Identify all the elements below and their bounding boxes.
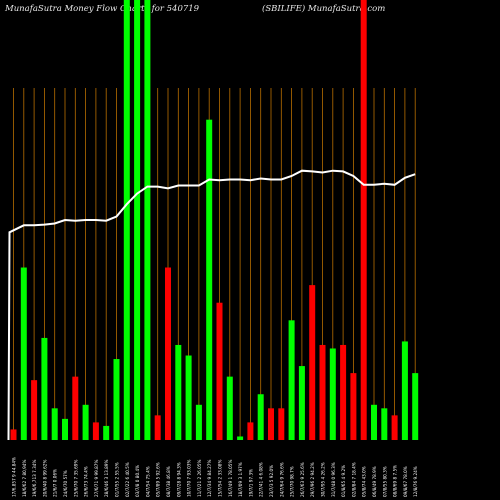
bar-green (195, 404, 202, 440)
x-axis-label: 01/8/65 4 9.2% (341, 465, 346, 497)
bar-red (216, 302, 223, 440)
x-axis-label: 12/7/34 9 84.27% (207, 460, 212, 497)
x-axis-label: 31/7/48 0 96.3% (331, 462, 336, 497)
x-axis-label: 09/7/28 8 94.3% (176, 462, 181, 497)
bar-green (329, 348, 336, 440)
x-axis-label: 26/7/63 9 25.6% (300, 462, 305, 497)
x-axis-label: 25/7/70 98.7% (290, 466, 295, 497)
chart-title-right: (SBILIFE) MunafaSutra.com (262, 4, 386, 14)
x-axis-label: 16/7/49 1 78.05% (228, 460, 233, 497)
x-axis-label: 18/6/62 7 80,94% (22, 460, 27, 497)
x-axis-label: 18/7/09 3 1.97% (238, 462, 243, 497)
x-axis-label: 22/7/41 4 6.08% (259, 462, 264, 497)
x-axis-label: 25/6/70 7 35.69% (73, 460, 78, 497)
bar-red (319, 344, 326, 440)
line-series (7, 169, 416, 441)
x-axis-label: 01/7/55 2 55.5% (115, 462, 120, 497)
bar-green (175, 344, 182, 440)
bar-red (268, 408, 274, 440)
bar-green (51, 408, 58, 440)
bar-red (309, 285, 316, 440)
x-axis-label: 24/7/64 9 76.6% (279, 462, 284, 497)
x-axis-label: 04/7/54 75.4% (145, 466, 150, 497)
x-axis-label: 29/7/96 2 94.2% (310, 462, 315, 497)
bar-green (62, 418, 68, 440)
chart-title-left: MunafaSutra Money Flow Charts for 540719 (5, 4, 200, 14)
bar-green (298, 366, 305, 440)
bar-green (20, 267, 27, 440)
bar-red (92, 422, 99, 440)
bar-green (381, 408, 388, 440)
bar-red (360, 0, 367, 440)
bar-red (340, 344, 347, 440)
x-axis-label: 07/8/55 80.3% (382, 466, 387, 497)
x-axis-label: 19/7/1 97.3% (248, 469, 253, 497)
bar-red (391, 415, 398, 440)
x-axis-label: 08/8/69 8 7.5% (393, 465, 398, 497)
bar-green (41, 337, 48, 440)
bar-green (412, 373, 419, 440)
bar-red (278, 408, 285, 440)
bar-green (134, 0, 141, 440)
x-axis-label: 21/6/7 0.06% (53, 469, 58, 497)
bar-red (72, 376, 79, 440)
x-axis-label: 02/8/84 7 18.4% (351, 462, 356, 497)
x-axis-label: 10/7/70 7 93.03% (187, 460, 192, 497)
bar-red (10, 429, 17, 440)
x-axis-label: 03/7/8 0 80.4% (135, 465, 140, 497)
bar-green (185, 355, 192, 440)
x-axis-label: 05/8/74 43.0% (362, 466, 367, 497)
bar-red (154, 415, 161, 440)
bar-series (10, 0, 419, 441)
bar-green (371, 404, 377, 440)
bar-red (247, 422, 254, 440)
bar-green (288, 320, 295, 440)
bar-green (206, 119, 213, 441)
x-axis-label: 15/7/54 2 33.08% (218, 460, 223, 497)
x-axis-label: 09/8/67 78.0% (403, 466, 408, 497)
x-axis-label: 05/7/89 5 92.6% (156, 462, 161, 497)
bar-green (113, 359, 120, 440)
x-axis-label: 20/6/40 8 99.62% (42, 460, 47, 497)
bar-green (123, 0, 130, 440)
x-axis-label: 02/7/22 6 40.5% (125, 462, 130, 497)
x-axis-label: 30/7/95 4 26.2% (321, 462, 326, 497)
x-axis-label: 23/7/3 5 92.0% (269, 465, 274, 497)
x-axis-label: 12/8/76 9.24% (413, 466, 418, 497)
x-axis-label: 19/6/6,713 7.34% (32, 460, 37, 497)
bar-green (257, 394, 264, 440)
bar-green (82, 404, 89, 440)
bar-green (237, 436, 244, 440)
bar-red (350, 373, 357, 440)
x-axis-labels: 17/6,857 9 44.84% 18/6/62 7 80,94% 19/6/6,… (12, 457, 419, 497)
bar-green (226, 376, 233, 440)
x-axis-label: 06/8/49 78.9% (372, 466, 377, 497)
x-axis-label: 26/6/73 74.4% (84, 466, 89, 497)
x-axis-label: 24/6/70 57% (63, 470, 68, 497)
bar-red (31, 380, 38, 440)
bar-red (165, 267, 171, 440)
x-axis-label: 28/6/46 3 13.89% (104, 460, 109, 497)
x-axis-label: 08/7/38 46.8% (166, 466, 171, 497)
x-axis-label: 11/7/21 2 26.05% (197, 460, 202, 497)
bar-green (144, 0, 151, 440)
bar-green (103, 425, 110, 440)
x-axis-label: 27/6/71 9 99.87% (94, 460, 99, 497)
x-axis-label: 17/6,857 9 44.84% (12, 457, 17, 497)
money-flow-line (7, 169, 416, 441)
bar-green (401, 341, 408, 440)
